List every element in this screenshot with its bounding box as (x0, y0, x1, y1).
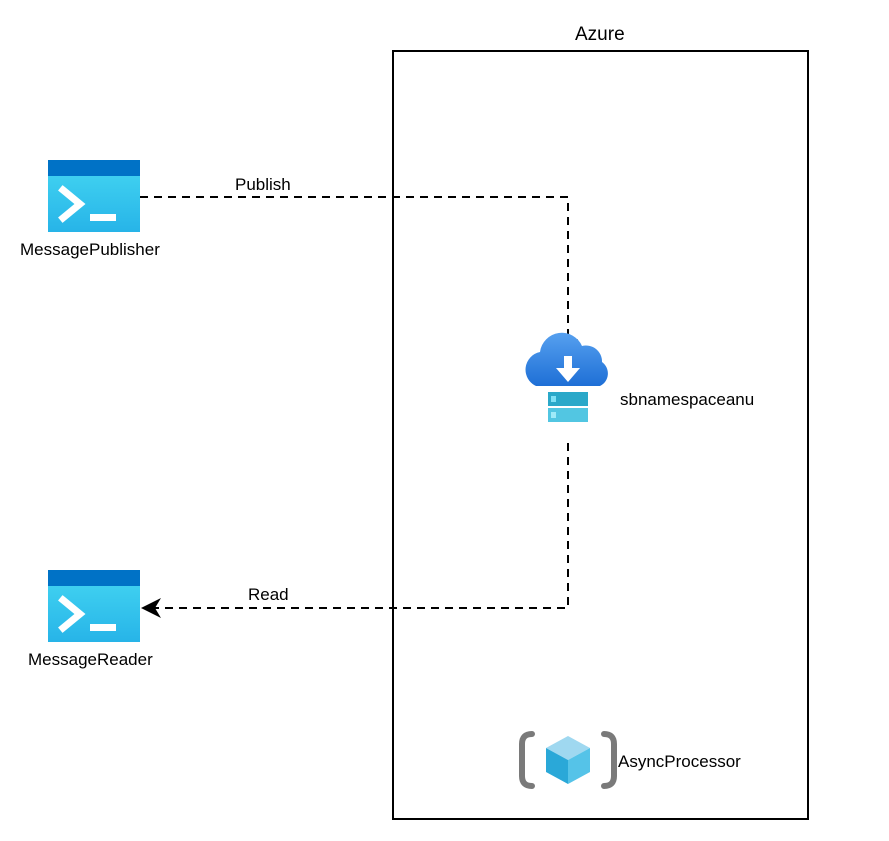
publisher-label: MessagePublisher (20, 240, 160, 260)
reader-label: MessageReader (28, 650, 153, 670)
publish-edge-label: Publish (235, 175, 291, 195)
servicebus-label: sbnamespaceanu (620, 390, 754, 410)
read-edge-label: Read (248, 585, 289, 605)
azure-container (392, 50, 809, 820)
azure-label: Azure (575, 24, 625, 46)
diagram-canvas: Azure (0, 0, 889, 841)
asyncprocessor-label: AsyncProcessor (618, 752, 741, 772)
publisher-icon (48, 160, 140, 232)
reader-icon (48, 570, 140, 642)
